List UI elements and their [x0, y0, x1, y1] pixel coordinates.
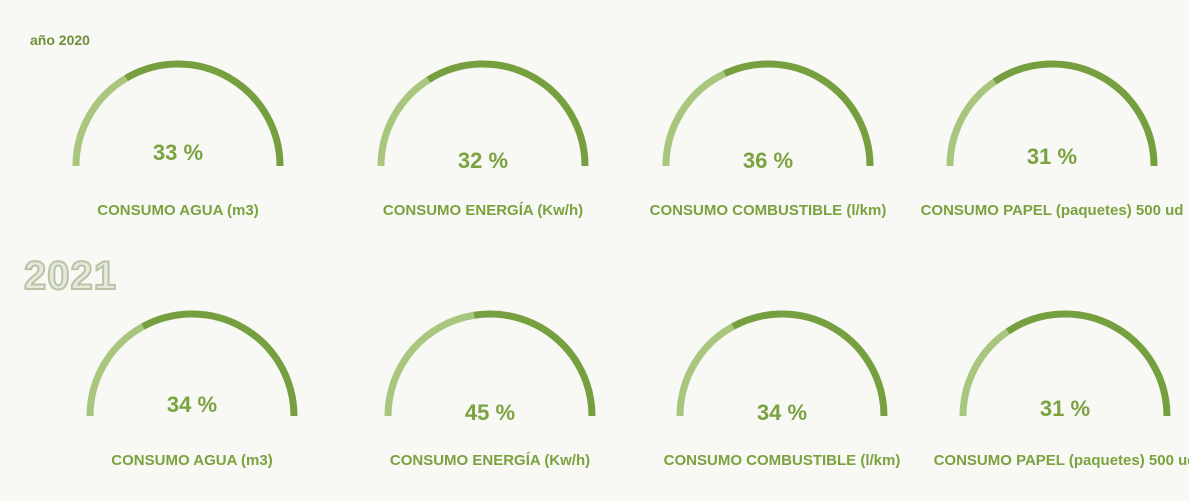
gauge-remaining [426, 60, 589, 167]
gauge-value-label: 32 % [457, 148, 509, 173]
gauge-value-label: 31 % [1039, 396, 1091, 421]
gauge-label: CONSUMO PAPEL (paquetes) 500 ud [933, 452, 1189, 469]
gauge-remaining [473, 310, 596, 417]
gauge-value-label: 33 % [152, 140, 204, 165]
gauge-value [377, 76, 431, 167]
gauge-value [959, 328, 1010, 417]
gauge-value [946, 78, 997, 167]
gauge-label: CONSUMO ENERGÍA (Kw/h) [389, 452, 591, 469]
gauge-label: CONSUMO COMBUSTIBLE (l/km) [663, 452, 901, 469]
gauge-remaining [124, 60, 284, 167]
gauge-label: CONSUMO ENERGÍA (Kw/h) [382, 202, 584, 219]
gauge-value-label: 34 % [756, 400, 808, 425]
gauge-value-label: 45 % [464, 400, 516, 425]
gauge-value [662, 70, 727, 167]
section-title: año 2020 [30, 32, 90, 48]
gauge-value [86, 323, 145, 417]
gauge-label: CONSUMO AGUA (m3) [97, 202, 259, 219]
gauge-value-label: 36 % [742, 148, 794, 173]
gauge-remaining [723, 60, 874, 167]
gauge-remaining [992, 60, 1158, 167]
gauge-label: CONSUMO AGUA (m3) [111, 452, 273, 469]
gauge-value [72, 75, 128, 167]
gauge-value-label: 31 % [1026, 144, 1078, 169]
gauge-remaining [1005, 310, 1171, 417]
gauge-value [384, 311, 475, 417]
gauge-label: CONSUMO PAPEL (paquetes) 500 ud [920, 202, 1184, 219]
section-title: 2021 [23, 253, 117, 299]
gauge-remaining [141, 310, 298, 417]
gauge-value [676, 323, 735, 417]
gauge-value-label: 34 % [166, 392, 218, 417]
gauge-label: CONSUMO COMBUSTIBLE (l/km) [649, 202, 887, 219]
gauge-remaining [731, 310, 888, 417]
